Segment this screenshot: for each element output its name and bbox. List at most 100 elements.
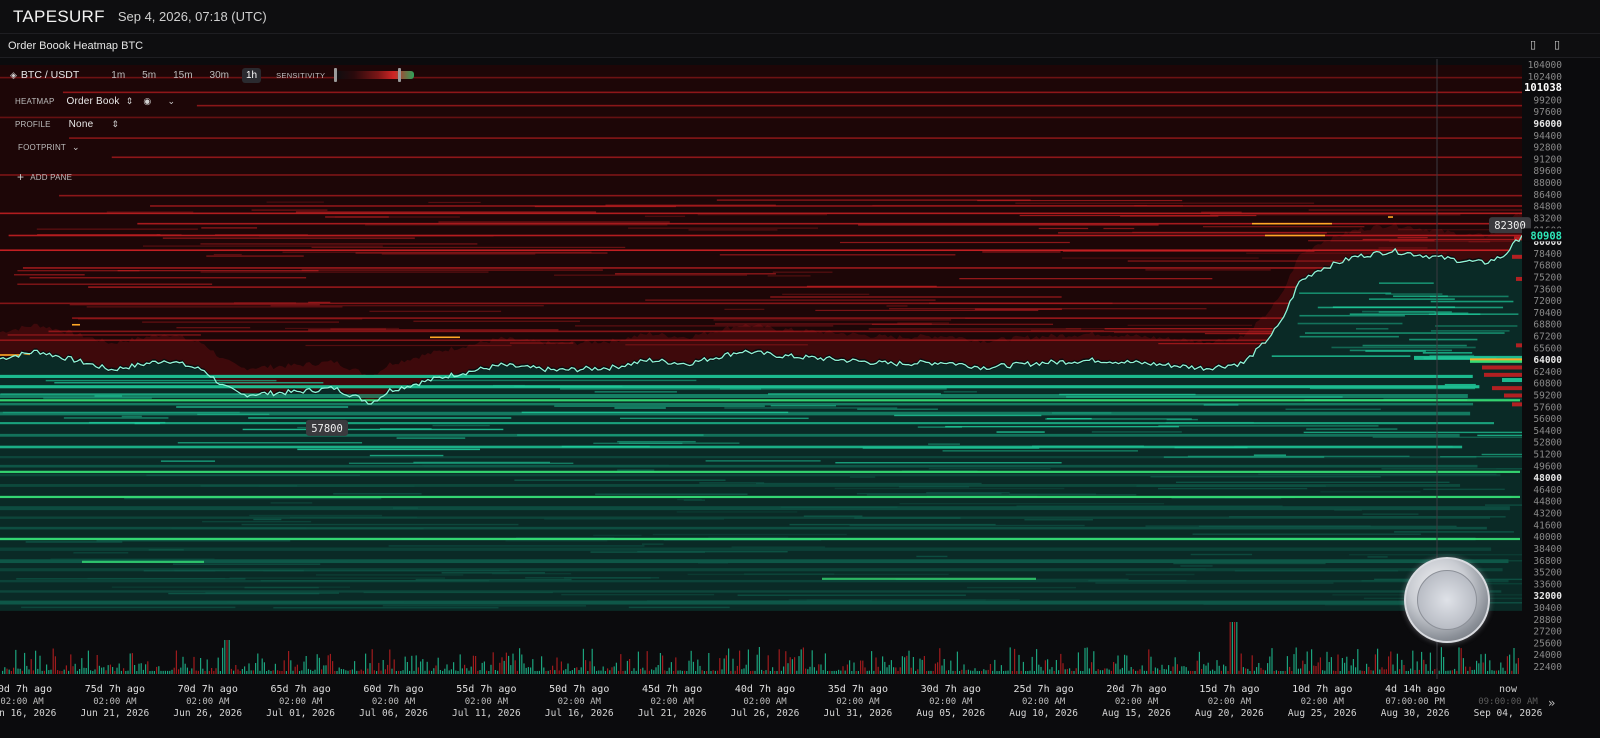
volume-bar — [767, 655, 769, 674]
timeframe-1m[interactable]: 1m — [111, 69, 126, 81]
volume-bar — [398, 670, 400, 674]
volume-bar — [1269, 656, 1271, 674]
volume-bar — [182, 656, 184, 674]
price-pill — [306, 419, 348, 436]
pair-selector[interactable]: ◈ BTC / USDT — [10, 69, 79, 81]
footprint-label[interactable]: FOOTPRINT — [18, 143, 67, 152]
bid-level-segment — [432, 424, 490, 427]
popout-icon[interactable]: ▯ — [1553, 39, 1561, 51]
volume-bar — [437, 657, 439, 674]
volume-bar — [1355, 667, 1357, 674]
volume-bar — [1304, 664, 1306, 674]
time-relative-label: 75d 7h ago — [85, 684, 145, 695]
volume-bar — [360, 669, 362, 674]
sensitivity-max-handle[interactable] — [397, 68, 401, 82]
bid-level-segment — [87, 577, 226, 580]
heatmap-chart[interactable]: 104000 102400 99200 97600 96000 94400 92800 912… — [0, 59, 1600, 738]
volume-bar — [644, 670, 646, 674]
volume-bar — [98, 665, 100, 674]
volume-bar — [116, 667, 118, 674]
volume-bar — [1306, 651, 1308, 674]
bid-level-segment — [967, 586, 1076, 589]
maximize-icon[interactable]: ▯ — [1529, 39, 1537, 51]
volume-bar — [41, 670, 43, 674]
bid-level-segment — [1349, 313, 1481, 316]
updown-icon[interactable]: ⇕ — [125, 96, 134, 106]
volume-bar — [780, 670, 782, 674]
chevron-down-icon[interactable]: ⌄ — [167, 96, 176, 106]
bid-level-band — [0, 385, 1480, 389]
time-date-label: Aug 25, 2026 — [1288, 708, 1357, 719]
volume-bar — [222, 647, 224, 674]
eye-icon[interactable]: ◉ — [143, 96, 152, 106]
ask-level-segment — [69, 304, 320, 306]
volume-bar — [244, 666, 246, 674]
volume-bar — [565, 669, 567, 674]
volume-bar — [981, 671, 983, 674]
volume-bar — [543, 667, 545, 674]
volume-bar — [1245, 668, 1247, 674]
volume-bar — [1469, 666, 1471, 674]
heatmap-select[interactable]: Order Book — [66, 96, 120, 107]
volume-bar — [1161, 664, 1163, 674]
bid-level-segment — [561, 593, 715, 596]
volume-bar — [1289, 666, 1291, 674]
volume-bar — [954, 671, 956, 674]
volume-bar — [1460, 648, 1462, 674]
app-logo[interactable]: TAPESURF — [13, 6, 105, 26]
volume-bar — [695, 671, 697, 674]
ask-level-segment — [301, 269, 603, 271]
bid-level-segment — [849, 524, 1085, 527]
volume-bar — [890, 660, 892, 674]
volume-bar — [809, 666, 811, 674]
volume-bar — [125, 671, 127, 674]
timeframe-5m[interactable]: 5m — [142, 69, 157, 81]
volume-bar — [448, 670, 450, 674]
volume-bar — [217, 657, 219, 674]
ask-level-segment — [772, 271, 833, 273]
timeframe-15m[interactable]: 15m — [173, 69, 193, 81]
ask-level-segment — [37, 234, 161, 236]
ask-level-segment — [625, 344, 808, 346]
price-pill-label: 82300 — [1494, 220, 1526, 232]
sensitivity-min-handle[interactable] — [334, 68, 338, 82]
volume-bar — [1262, 669, 1264, 674]
volume-bar — [140, 663, 142, 674]
volume-bar — [1427, 670, 1429, 674]
bid-level-segment — [270, 502, 313, 504]
bid-level-segment — [45, 379, 277, 382]
volume-bar — [1447, 670, 1449, 674]
volume-bar — [19, 668, 21, 674]
volume-bar — [257, 653, 259, 674]
bid-level-segment — [229, 577, 446, 579]
volume-bar — [1300, 668, 1302, 674]
volume-bar — [17, 668, 19, 674]
volume-bar — [719, 658, 721, 674]
volume-bar — [83, 667, 85, 674]
bid-level-segment — [1372, 436, 1574, 438]
ask-level-segment — [965, 317, 1267, 319]
volume-bar — [1482, 662, 1484, 674]
volume-bar — [149, 671, 151, 674]
volume-bar — [362, 670, 364, 674]
volume-bar — [926, 671, 928, 674]
profile-select[interactable]: None — [68, 119, 94, 130]
profile-layer-row: PROFILE None ⇕ — [15, 119, 119, 130]
volume-bar — [717, 670, 719, 674]
chevron-down-icon[interactable]: ⌄ — [72, 142, 80, 152]
timeframe-1h[interactable]: 1h — [241, 67, 262, 83]
volume-bar — [1214, 670, 1216, 674]
updown-icon[interactable]: ⇕ — [111, 119, 120, 129]
volume-bar — [895, 667, 897, 674]
scroll-right-icon[interactable]: » — [1548, 696, 1555, 710]
sensitivity-slider[interactable] — [334, 68, 415, 82]
volume-bar — [461, 668, 463, 674]
ask-level-band — [111, 156, 1522, 159]
timeframe-30m[interactable]: 30m — [209, 69, 229, 81]
ask-level-segment — [1038, 227, 1089, 230]
add-pane-button[interactable]: + ADD PANE — [17, 170, 72, 184]
volume-bar — [1007, 670, 1009, 674]
